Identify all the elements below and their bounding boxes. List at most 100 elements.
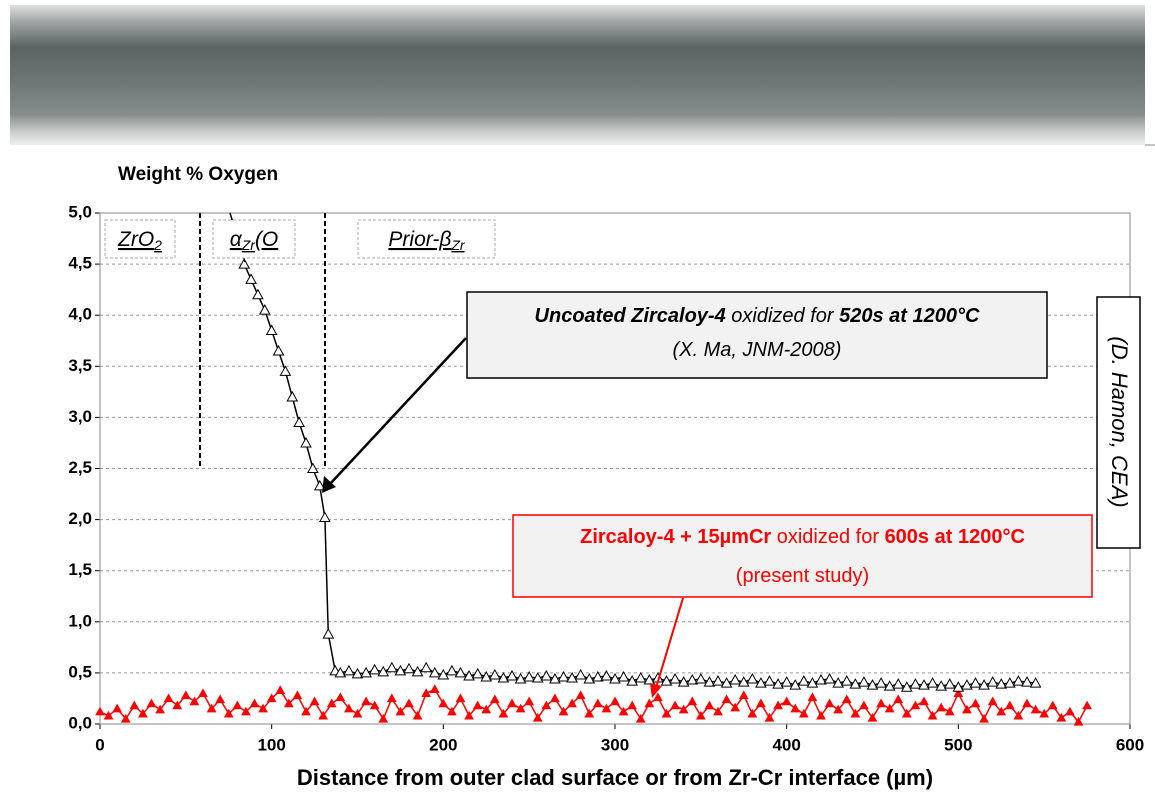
marker — [394, 664, 407, 676]
marker — [1047, 700, 1058, 710]
x-tick-label: 100 — [257, 735, 285, 754]
marker — [386, 693, 397, 703]
marker — [884, 703, 895, 713]
marker — [352, 708, 363, 718]
marker — [687, 696, 698, 706]
marker — [395, 706, 406, 716]
arrow — [329, 337, 467, 485]
marker — [634, 671, 647, 683]
annotation-part: Zircaloy-4 + 15µmCr — [580, 526, 771, 548]
marker — [712, 675, 724, 686]
region-label-part: Prior-β — [388, 228, 451, 251]
marker — [883, 680, 896, 691]
marker — [833, 704, 844, 714]
marker — [531, 671, 544, 683]
marker — [1056, 712, 1067, 722]
region-label-part: 2 — [153, 237, 162, 253]
marker — [909, 678, 922, 689]
plot-frame — [99, 212, 1131, 725]
region-box — [357, 219, 496, 259]
marker — [129, 700, 140, 710]
marker — [429, 684, 440, 693]
marker — [1004, 700, 1015, 710]
marker — [360, 666, 372, 678]
region-box — [212, 219, 296, 259]
marker — [334, 666, 347, 678]
annotation-part: (X. Ma, JNM-2008) — [673, 339, 842, 361]
annotation-text: (X. Ma, JNM-2008) — [673, 339, 842, 361]
marker — [481, 704, 492, 714]
marker — [781, 696, 792, 706]
marker — [488, 668, 501, 680]
marker — [1003, 677, 1016, 688]
region-label-part: Zr — [241, 237, 257, 253]
marker — [900, 681, 913, 692]
marker — [669, 673, 681, 684]
marker — [704, 700, 715, 710]
marker — [238, 258, 251, 269]
marker — [540, 669, 553, 681]
annotation-box — [512, 514, 1093, 598]
marker — [790, 703, 801, 713]
marker — [610, 696, 620, 706]
annotation-part: 600s at 1200°C — [885, 526, 1025, 548]
marker — [644, 698, 655, 708]
marker — [807, 692, 818, 702]
marker — [404, 698, 414, 708]
marker — [677, 676, 690, 687]
marker — [763, 675, 776, 686]
region-label: Prior-βZr — [388, 228, 466, 253]
tube-photo — [10, 5, 1145, 145]
marker — [730, 702, 741, 712]
marker — [591, 670, 604, 682]
marker — [832, 677, 845, 688]
marker — [1013, 710, 1024, 720]
marker — [515, 703, 526, 713]
marker — [797, 675, 810, 686]
marker — [910, 700, 921, 710]
marker — [601, 703, 612, 713]
marker — [155, 704, 165, 714]
marker — [1073, 716, 1084, 726]
marker — [635, 713, 646, 723]
marker — [823, 673, 836, 684]
marker — [180, 690, 191, 700]
marker — [103, 710, 114, 720]
marker — [279, 365, 292, 376]
marker — [361, 696, 371, 706]
marker — [720, 677, 733, 688]
region-label-part: Zr — [450, 237, 466, 253]
marker — [755, 677, 767, 688]
x-tick-label: 500 — [944, 735, 972, 754]
region-label: ZrO2 — [117, 228, 162, 253]
marker — [713, 706, 723, 716]
marker — [318, 710, 329, 720]
marker — [962, 704, 972, 714]
marker — [558, 706, 569, 716]
marker — [901, 708, 912, 718]
marker — [815, 674, 827, 685]
marker — [300, 436, 312, 448]
marker — [866, 679, 879, 690]
marker — [447, 706, 457, 716]
marker — [463, 669, 475, 681]
marker — [1012, 675, 1025, 686]
marker — [660, 675, 673, 686]
y-tick-label: 5,0 — [68, 202, 92, 221]
arrow-head — [322, 476, 336, 493]
marker — [979, 713, 989, 723]
marker — [806, 677, 819, 688]
marker — [867, 712, 878, 722]
marker — [858, 676, 870, 687]
marker — [343, 664, 355, 676]
marker — [694, 673, 707, 684]
marker — [970, 698, 981, 708]
marker — [738, 690, 749, 700]
marker — [996, 706, 1007, 716]
marker — [584, 708, 595, 718]
marker — [859, 700, 869, 710]
marker — [746, 673, 759, 684]
marker — [272, 344, 285, 356]
y-tick-label: 4,0 — [68, 305, 92, 324]
marker — [95, 706, 105, 716]
